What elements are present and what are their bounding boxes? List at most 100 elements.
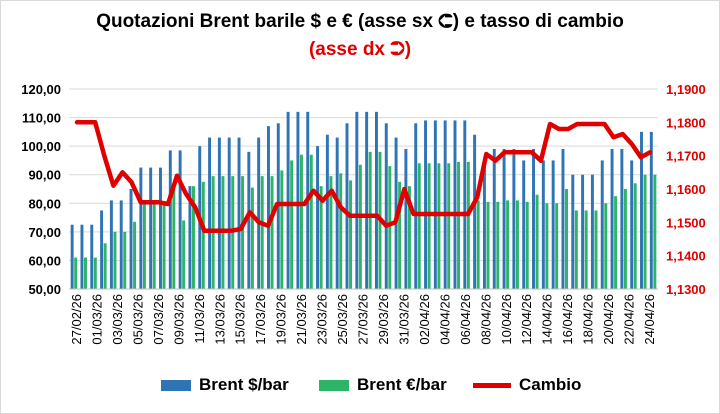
y-right-tick-label: 1,1600 [666, 182, 706, 197]
y-left-tick-label: 100,00 [21, 139, 61, 154]
y-left-tick-label: 50,00 [28, 282, 61, 297]
bar-brent-usd [512, 149, 516, 289]
x-tick-label: 27/02/26 [69, 294, 84, 345]
bar-brent-eur [113, 231, 117, 289]
bar-brent-usd [463, 120, 467, 289]
bar-brent-eur [142, 203, 146, 289]
x-tick-label: 15/03/26 [233, 294, 248, 345]
bar-brent-usd [424, 120, 428, 289]
bar-brent-eur [192, 186, 195, 289]
x-tick-label: 25/03/26 [335, 294, 350, 345]
bar-brent-eur [427, 163, 431, 289]
bar-brent-usd [237, 137, 241, 289]
x-tick-label: 09/03/26 [171, 294, 186, 345]
x-tick-label: 16/04/26 [560, 294, 575, 345]
bar-brent-usd [443, 120, 447, 289]
bar-brent-eur [260, 176, 264, 289]
bar-brent-eur [496, 201, 500, 289]
x-tick-label: 10/04/26 [499, 294, 514, 345]
bar-brent-usd [316, 146, 320, 289]
x-tick-label: 18/04/26 [581, 294, 596, 345]
bar-brent-usd [325, 134, 329, 289]
bar-brent-eur [93, 257, 97, 289]
bar-brent-usd [168, 150, 172, 289]
x-tick-label: 27/03/26 [356, 294, 371, 345]
bar-brent-usd [551, 160, 555, 289]
bar-brent-eur [565, 189, 568, 289]
bar-brent-usd [129, 189, 133, 289]
x-tick-label: 05/03/26 [130, 294, 145, 345]
bar-brent-usd [119, 200, 123, 289]
bar-brent-eur [388, 166, 392, 289]
bar-brent-usd [335, 137, 339, 289]
x-tick-label: 02/04/26 [417, 294, 432, 345]
bar-brent-usd [630, 160, 634, 289]
x-tick-label: 14/04/26 [540, 294, 555, 345]
legend-swatch-brent-usd [161, 379, 191, 391]
bar-brent-eur [172, 189, 176, 289]
chart-title: Quotazioni Brent barile $ e € (asse sx ⮈… [96, 11, 624, 32]
bar-brent-eur [270, 176, 274, 289]
bar-brent-eur [74, 257, 78, 289]
bar-brent-usd [404, 149, 408, 289]
y-left-tick-label: 90,00 [28, 168, 61, 183]
bar-brent-usd [532, 149, 535, 289]
x-tick-label: 11/03/26 [192, 294, 207, 344]
bar-brent-usd [247, 151, 251, 289]
bar-brent-eur [653, 174, 657, 289]
bar-brent-usd [355, 111, 359, 289]
y-right-tick-label: 1,1300 [666, 282, 706, 297]
y-right-tick-label: 1,1900 [666, 82, 706, 97]
legend-label-brent-usd: Brent $/bar [199, 375, 289, 394]
bar-brent-usd [227, 137, 231, 289]
bar-brent-usd [80, 224, 84, 289]
bar-brent-eur [241, 176, 245, 289]
bar-brent-usd [266, 126, 270, 290]
bar-brent-usd [208, 137, 212, 289]
bar-brent-usd [571, 174, 575, 289]
bar-brent-eur [584, 210, 588, 289]
bar-brent-usd [100, 210, 104, 289]
bar-brent-usd [188, 186, 192, 289]
bar-brent-usd [384, 123, 388, 290]
bar-brent-eur [398, 181, 402, 289]
x-tick-label: 07/03/26 [151, 294, 166, 345]
bar-brent-eur [250, 187, 254, 289]
bar-brent-eur [368, 151, 372, 289]
bar-brent-usd [453, 120, 457, 289]
bar-brent-eur [417, 163, 421, 289]
bar-brent-usd [296, 111, 300, 289]
bar-brent-usd [522, 160, 526, 289]
bar-brent-eur [476, 200, 480, 289]
bar-brent-usd [492, 149, 496, 289]
bar-brent-eur [290, 160, 294, 289]
bar-brent-eur [457, 161, 461, 289]
y-left-tick-label: 80,00 [28, 196, 61, 211]
y-right-tick-label: 1,1800 [666, 115, 706, 130]
bar-brent-eur [329, 176, 333, 289]
bar-brent-eur [339, 173, 343, 289]
bar-brent-eur [525, 201, 529, 289]
chart-subtitle: (asse dx ⮊) [308, 39, 412, 60]
bar-brent-eur [643, 174, 647, 289]
bar-brent-eur [535, 194, 539, 289]
bar-brent-eur [152, 203, 156, 289]
bar-brent-eur [623, 189, 627, 289]
bar-brent-usd [561, 149, 565, 289]
chart-legend: Brent $/bar Brent €/bar Cambio [1, 374, 719, 400]
bar-brent-usd [620, 149, 624, 289]
bar-brent-usd [257, 137, 261, 289]
bar-brent-usd [217, 137, 221, 289]
bar-brent-eur [84, 257, 87, 289]
bar-brent-usd [178, 150, 182, 289]
y-left-tick-label: 70,00 [28, 225, 61, 240]
x-tick-label: 03/03/26 [110, 294, 125, 345]
bar-brent-usd [581, 174, 585, 289]
bar-brent-eur [103, 243, 107, 289]
x-tick-label: 24/04/26 [642, 294, 657, 345]
bar-brent-eur [506, 200, 510, 289]
bar-brent-usd [590, 174, 594, 289]
x-tick-label: 31/03/26 [396, 294, 411, 345]
legend-label-brent-eur: Brent €/bar [357, 375, 447, 394]
